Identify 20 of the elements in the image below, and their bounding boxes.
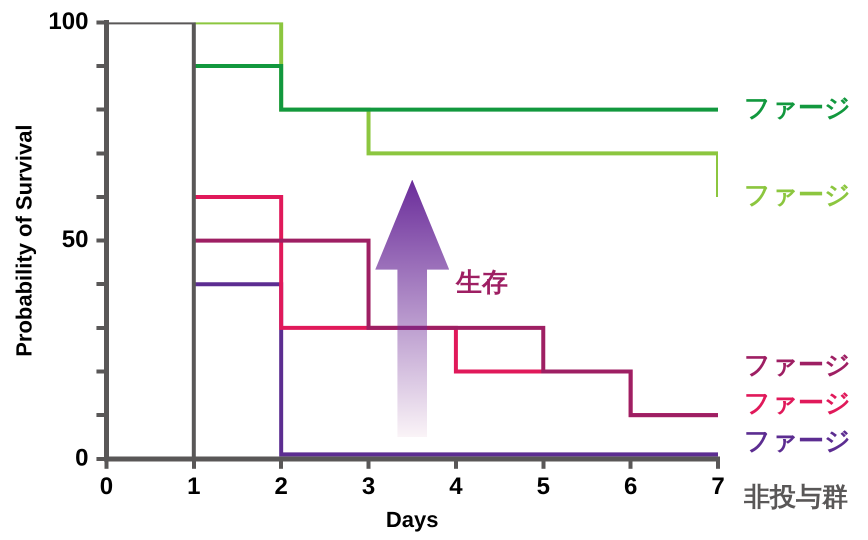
series-label: ファージ xyxy=(744,388,851,419)
x-tick-label: 0 xyxy=(100,472,114,500)
y-tick-label: 100 xyxy=(48,8,88,36)
x-tick-label: 4 xyxy=(449,472,464,500)
x-tick-label: 5 xyxy=(536,472,550,500)
legend-label: 非投与群 xyxy=(743,482,848,513)
series-label: ファージ xyxy=(744,426,851,457)
x-tick-label: 7 xyxy=(711,472,725,500)
series-label: ファージ xyxy=(744,180,851,211)
x-tick-label: 1 xyxy=(187,472,200,500)
annotation: 生存 xyxy=(454,268,508,298)
x-axis-title: Days xyxy=(386,506,439,532)
series-label: ファージ xyxy=(744,93,851,124)
y-tick-label: 0 xyxy=(75,444,88,472)
x-tick-label: 3 xyxy=(362,472,376,500)
series-label: ファージ xyxy=(744,350,851,381)
x-tick-label: 6 xyxy=(624,472,638,500)
x-tick-label: 2 xyxy=(274,472,288,500)
y-axis-title: Probability of Survival xyxy=(11,124,36,357)
y-tick-label: 50 xyxy=(62,226,88,254)
